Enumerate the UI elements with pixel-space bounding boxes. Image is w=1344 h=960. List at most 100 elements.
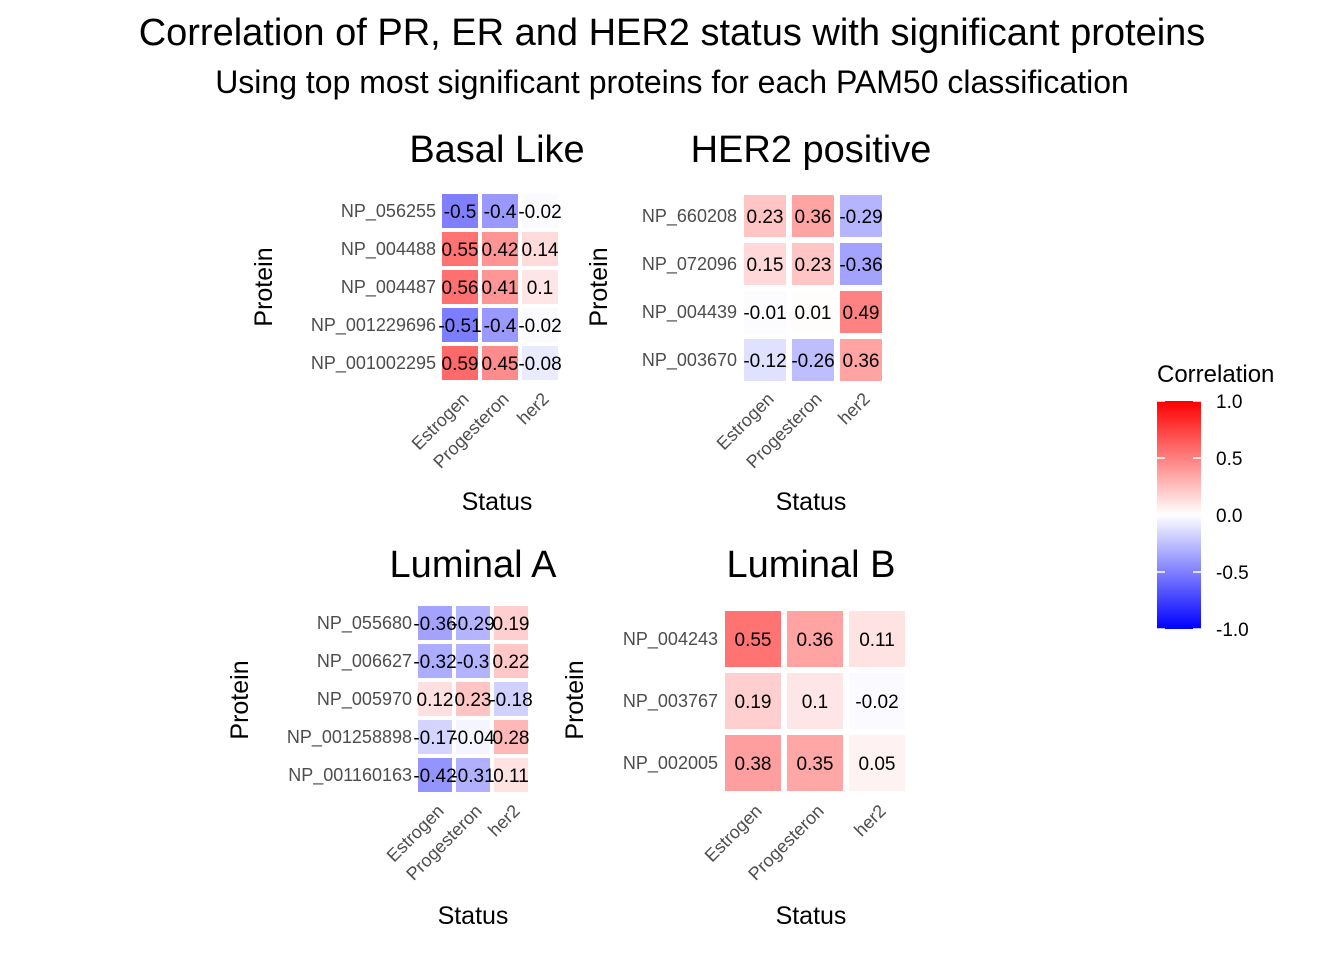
- panel-her2-positive: HER2 positive Protein Status NP_660208 0.23 0…: [585, 129, 931, 516]
- legend-tick-label: 0.0: [1216, 506, 1242, 527]
- cell-value-label: -0.02: [518, 202, 561, 223]
- cell-value-label: -0.36: [413, 614, 456, 635]
- chart-title: Correlation of PR, ER and HER2 status wi…: [138, 12, 1206, 54]
- heatmap-cell: [744, 291, 786, 333]
- heatmap-cell: [494, 720, 528, 754]
- legend-tick-label: -0.5: [1216, 563, 1249, 584]
- heatmap-cell: [744, 339, 786, 381]
- cell-value-label: -0.3: [457, 652, 490, 673]
- cell-value-label: -0.32: [413, 652, 456, 673]
- cell-value-label: 0.12: [417, 690, 454, 711]
- cell-value-label: -0.4: [484, 202, 517, 223]
- cell-value-label: 0.36: [843, 351, 880, 372]
- heatmap-cell: [494, 606, 528, 640]
- cell-value-label: 0.19: [493, 614, 530, 635]
- cell-value-label: 0.38: [735, 754, 772, 775]
- cell-value-label: -0.18: [489, 690, 532, 711]
- heatmap-cell: [840, 291, 882, 333]
- cell-value-label: 0.28: [493, 728, 530, 749]
- legend-tick-label: 0.5: [1216, 449, 1242, 470]
- y-axis-label: Protein: [226, 660, 254, 739]
- row-tick-label: NP_001002295: [311, 353, 436, 374]
- cell-value-label: -0.29: [839, 207, 882, 228]
- row-tick-label: NP_005970: [317, 689, 412, 710]
- panel-title: Luminal A: [390, 544, 558, 586]
- panel-basal-like: Basal Like Protein Status NP_056255 -0.5 -0.4…: [250, 129, 585, 516]
- heatmap-cell: [442, 194, 478, 228]
- heatmap-cell: [442, 308, 478, 342]
- cell-value-label: -0.51: [438, 316, 481, 337]
- cell-value-label: 0.42: [482, 240, 519, 261]
- row-tick-label: NP_004243: [623, 629, 718, 650]
- cell-value-label: -0.08: [518, 354, 561, 375]
- cell-value-label: 0.36: [795, 207, 832, 228]
- legend-title: Correlation: [1157, 361, 1274, 388]
- panel-luminal-a: Luminal A Protein Status NP_055680 -0.36-0.2…: [226, 544, 557, 930]
- heatmap-cell: [456, 720, 490, 754]
- row-tick-label: NP_001160163: [288, 765, 412, 786]
- heatmap-cell: [442, 346, 478, 380]
- heatmap-cell: [840, 243, 882, 285]
- heatmap-cell: [787, 735, 843, 791]
- heatmap-cell: [725, 673, 781, 729]
- cell-value-label: 0.11: [859, 630, 895, 651]
- x-axis-label: Status: [776, 488, 847, 516]
- heatmap-cell: [418, 720, 452, 754]
- cell-value-label: 0.23: [455, 690, 492, 711]
- heatmap-cell: [787, 673, 843, 729]
- row-tick-label: NP_056255: [341, 201, 436, 222]
- y-axis-label: Protein: [561, 660, 589, 739]
- cell-value-label: 0.45: [482, 354, 519, 375]
- heatmap-cell: [522, 194, 558, 228]
- panel-title: Luminal B: [727, 544, 896, 586]
- heatmap-cell: [456, 644, 490, 678]
- column-tick-label: her2: [834, 389, 874, 429]
- heatmap-cell: [744, 195, 786, 237]
- cell-value-label: 0.22: [493, 652, 530, 673]
- heatmap-cell: [849, 673, 905, 729]
- heatmap-cell: [792, 291, 834, 333]
- heatmap-cell: [792, 339, 834, 381]
- heatmap-cell: [849, 611, 905, 667]
- heatmap-cell: [482, 346, 518, 380]
- heatmap-cell: [442, 232, 478, 266]
- x-axis-label: Status: [438, 902, 509, 930]
- cell-value-label: -0.02: [518, 316, 561, 337]
- row-tick-label: NP_004439: [642, 302, 737, 323]
- cell-value-label: 0.55: [735, 630, 772, 651]
- cell-value-label: 0.41: [482, 278, 519, 299]
- heatmap-cell: [456, 682, 490, 716]
- x-axis-label: Status: [776, 902, 847, 930]
- panel-luminal-b: Luminal B Protein Status NP_004243 0.55 0.36 0…: [561, 544, 905, 930]
- cell-value-label: 0.05: [859, 754, 896, 775]
- chart-subtitle: Using top most significant proteins for …: [215, 64, 1129, 100]
- row-tick-label: NP_001229696: [311, 315, 436, 336]
- cell-value-label: -0.17: [413, 728, 456, 749]
- cell-value-label: 0.36: [797, 630, 834, 651]
- column-tick-label: her2: [484, 801, 524, 841]
- heatmap-cell: [442, 270, 478, 304]
- cell-value-label: 0.55: [442, 240, 479, 261]
- row-tick-label: NP_055680: [317, 613, 412, 634]
- heatmap-cell: [456, 758, 490, 792]
- cell-value-label: -0.26: [791, 351, 834, 372]
- heatmap-cell: [522, 270, 558, 304]
- cell-value-label: 0.15: [747, 255, 784, 276]
- row-tick-label: NP_003670: [642, 350, 737, 371]
- heatmap-cell: [522, 308, 558, 342]
- cell-value-label: 0.59: [442, 354, 479, 375]
- legend-tick-label: -1.0: [1216, 620, 1249, 641]
- cell-value-label: 0.1: [527, 278, 553, 299]
- y-axis-label: Protein: [585, 247, 613, 326]
- heatmap-cell: [418, 644, 452, 678]
- cell-value-label: -0.29: [451, 614, 494, 635]
- heatmap-cell: [418, 606, 452, 640]
- row-tick-label: NP_660208: [642, 206, 737, 227]
- row-tick-label: NP_004488: [341, 239, 436, 260]
- panel-title: Basal Like: [409, 129, 584, 171]
- heatmap-cell: [787, 611, 843, 667]
- heatmap-cell: [522, 346, 558, 380]
- column-tick-label: her2: [850, 801, 890, 841]
- cell-value-label: 0.23: [747, 207, 784, 228]
